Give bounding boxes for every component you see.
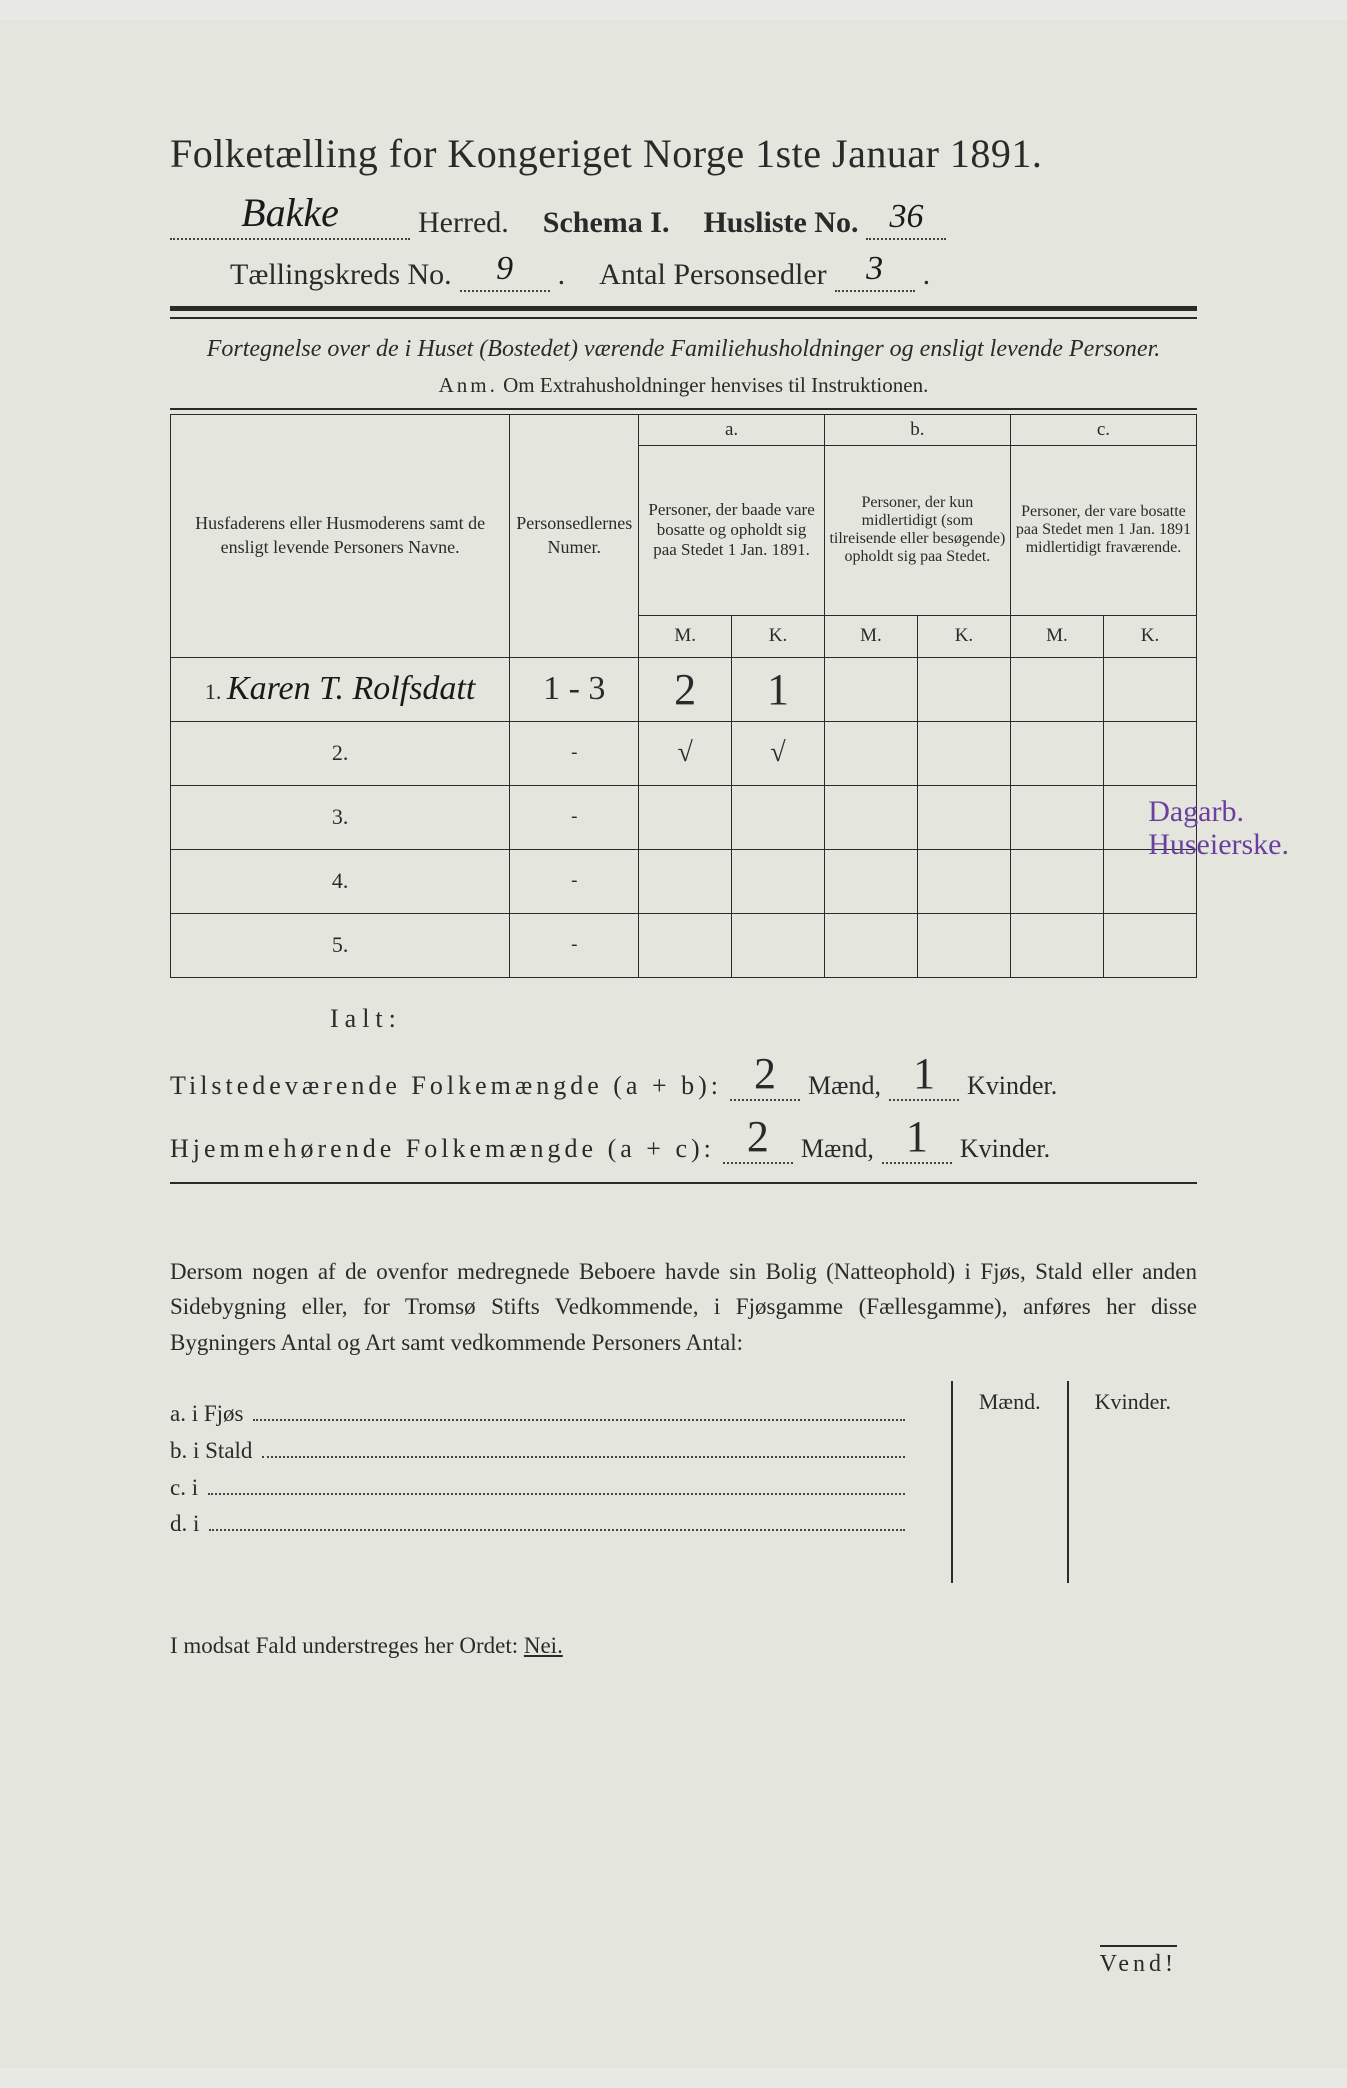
margin-annotation: Dagarb. Huseierske. (1148, 795, 1289, 861)
th-k: K. (1104, 615, 1197, 657)
cell-idx: 4. (171, 849, 510, 913)
nei-word: Nei. (524, 1633, 563, 1658)
schema-label: Schema I. (543, 206, 670, 240)
herred-value: Bakke (170, 189, 410, 240)
kreds-value: 9 (460, 250, 550, 292)
thin-rule (170, 317, 1197, 319)
cell-ak: 1 (732, 657, 825, 721)
herred-label: Herred. (418, 206, 509, 240)
side-kvinder: Kvinder. (1068, 1381, 1197, 1423)
list-item: d. i (170, 1511, 905, 1538)
anm-line: Anm. Om Extrahusholdninger henvises til … (170, 373, 1197, 398)
cell-idx: 2. (171, 721, 510, 785)
th-m: M. (639, 615, 732, 657)
table-row: 4. - (171, 849, 1197, 913)
cell-name: 1. Karen T. Rolfsdatt (171, 657, 510, 721)
cell-am: 2 (639, 657, 732, 721)
th-m: M. (824, 615, 917, 657)
cell-am: √ (639, 721, 732, 785)
side-building-paragraph: Dersom nogen af de ovenfor medregnede Be… (170, 1254, 1197, 1361)
th-numer: Personsedlernes Numer. (510, 414, 639, 657)
header-line-3: Tællingskreds No. 9 . Antal Personsedler… (230, 250, 1197, 292)
table-row: 5. - (171, 913, 1197, 977)
cell-bk (917, 721, 1010, 785)
th-m: M. (1010, 615, 1103, 657)
th-k: K. (732, 615, 825, 657)
sum-m: 2 (723, 1111, 793, 1164)
cell-bk (917, 657, 1010, 721)
description: Fortegnelse over de i Huset (Bostedet) v… (170, 333, 1197, 367)
sidebuilding-section: a. i Fjøs b. i Stald c. i d. i Mænd. Kvi… (170, 1381, 1197, 1583)
dot: . (558, 258, 566, 292)
cell-ck (1104, 657, 1197, 721)
ialt-title: Ialt: (330, 1004, 1197, 1034)
side-maend: Mænd. (952, 1381, 1068, 1423)
anm-text: Om Extrahusholdninger henvises til Instr… (503, 373, 928, 397)
cell-bm (824, 721, 917, 785)
cell-cm (1010, 657, 1103, 721)
household-table: Husfaderens eller Husmoderens samt de en… (170, 414, 1197, 978)
nei-line: I modsat Fald understreges her Ordet: Ne… (170, 1633, 1197, 1659)
list-item: b. i Stald (170, 1437, 905, 1464)
sum-k: 1 (889, 1048, 959, 1101)
sum-line-2: Hjemmehørende Folkemængde (a + c): 2 Mæn… (170, 1111, 1197, 1164)
th-a-label: a. (639, 414, 825, 445)
kreds-label: Tællingskreds No. (230, 258, 452, 292)
sum-m: 2 (730, 1048, 800, 1101)
kvinder-label: Kvinder. (967, 1071, 1057, 1101)
maend-label: Mænd, (808, 1071, 881, 1101)
th-names: Husfaderens eller Husmoderens samt de en… (171, 414, 510, 657)
table-row: 2. - √ √ (171, 721, 1197, 785)
th-c-label: c. (1010, 414, 1196, 445)
anm-label: Anm. (439, 373, 498, 397)
cell-num: 1 - 3 (510, 657, 639, 721)
list-item: a. i Fjøs (170, 1401, 905, 1428)
sum-label: Hjemmehørende Folkemængde (a + c): (170, 1134, 715, 1164)
header-line-2: Bakke Herred. Schema I. Husliste No. 36 (170, 189, 1197, 240)
sidebuilding-list: a. i Fjøs b. i Stald c. i d. i (170, 1391, 925, 1583)
th-b-label: b. (824, 414, 1010, 445)
cell-num: - (510, 721, 639, 785)
cell-idx: 3. (171, 785, 510, 849)
cell-ck (1104, 721, 1197, 785)
th-k: K. (917, 615, 1010, 657)
table-row: 3. - (171, 785, 1197, 849)
side-mk-table: Mænd. Kvinder. (925, 1381, 1197, 1583)
sum-k: 1 (882, 1111, 952, 1164)
kvinder-label: Kvinder. (960, 1134, 1050, 1164)
census-form-page: Folketælling for Kongeriget Norge 1ste J… (0, 20, 1347, 2068)
cell-num: - (510, 913, 639, 977)
table-row: 1. Karen T. Rolfsdatt 1 - 3 2 1 (171, 657, 1197, 721)
husliste-value: 36 (866, 198, 946, 240)
husliste-label: Husliste No. (703, 206, 858, 240)
cell-idx: 5. (171, 913, 510, 977)
dot: . (923, 258, 931, 292)
antal-label: Antal Personsedler (599, 258, 826, 292)
cell-ak: √ (732, 721, 825, 785)
heavy-rule (170, 306, 1197, 311)
sum-label: Tilstedeværende Folkemængde (a + b): (170, 1071, 722, 1101)
antal-value: 3 (835, 250, 915, 292)
th-a: Personer, der baade vare bosatte og opho… (639, 445, 825, 615)
th-c: Personer, der vare bosatte paa Stedet me… (1010, 445, 1196, 615)
th-b: Personer, der kun midlertidigt (som tilr… (824, 445, 1010, 615)
page-title: Folketælling for Kongeriget Norge 1ste J… (170, 130, 1197, 177)
rule (170, 408, 1197, 410)
vend-label: Vend! (1100, 1945, 1177, 1978)
cell-cm (1010, 721, 1103, 785)
cell-num: - (510, 849, 639, 913)
cell-num: - (510, 785, 639, 849)
maend-label: Mænd, (801, 1134, 874, 1164)
cell-bm (824, 657, 917, 721)
totals-block: Ialt: Tilstedeværende Folkemængde (a + b… (170, 1004, 1197, 1164)
rule (170, 1182, 1197, 1184)
list-item: c. i (170, 1474, 905, 1501)
sum-line-1: Tilstedeværende Folkemængde (a + b): 2 M… (170, 1048, 1197, 1101)
